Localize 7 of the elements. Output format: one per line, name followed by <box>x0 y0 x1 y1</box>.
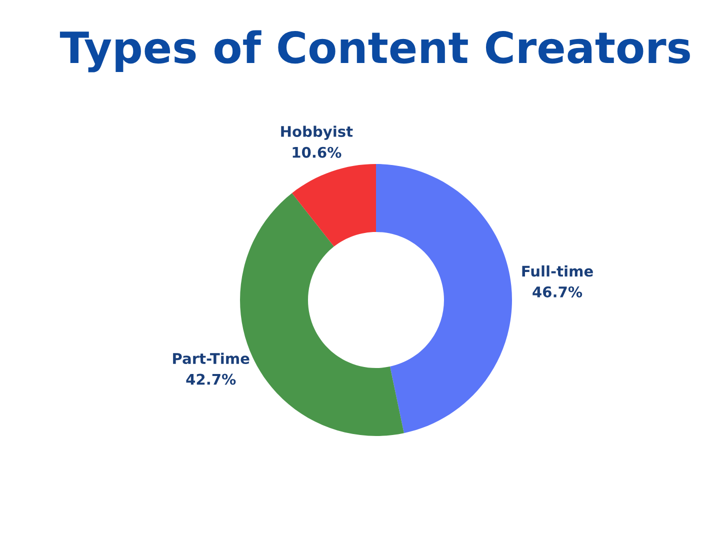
slice-label: Full-time <box>522 265 593 277</box>
slice-label: Hobbyist <box>281 126 353 140</box>
slice-label: Part-Time <box>173 352 250 364</box>
chart-title: Types of Content Creators <box>60 30 690 72</box>
data-label: 46.7% <box>532 286 582 298</box>
data-label: 42.7% <box>186 374 236 385</box>
data-label: 10.6% <box>292 146 342 158</box>
